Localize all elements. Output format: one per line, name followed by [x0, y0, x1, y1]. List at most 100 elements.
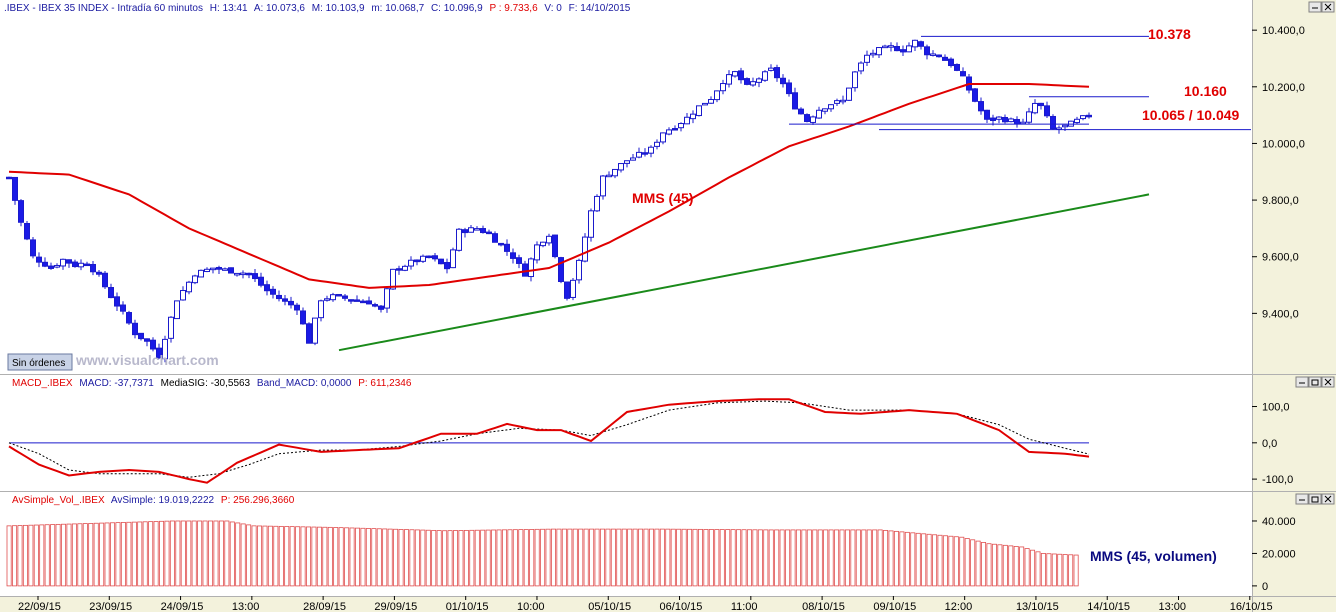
volume-bar	[736, 529, 742, 587]
candle-body	[96, 271, 102, 275]
candle-body	[666, 129, 672, 135]
candle-body	[576, 259, 582, 281]
volume-bar	[746, 529, 752, 587]
volume-bar	[1013, 546, 1019, 587]
volume-bar	[687, 528, 693, 587]
macd-signal-line	[8, 400, 1090, 478]
candle-body	[660, 132, 666, 143]
volume-bar	[1068, 554, 1074, 587]
macd-header-name: MACD_.IBEX	[12, 378, 73, 389]
candle-body	[984, 109, 990, 120]
watermark: www.visualchart.com	[75, 352, 219, 368]
candle-body	[960, 71, 966, 77]
candle-body	[534, 244, 540, 261]
volume-bar	[926, 533, 932, 587]
date-label: 28/09/15	[303, 601, 346, 612]
maximize-button[interactable]	[1308, 493, 1322, 505]
candle-body	[672, 128, 678, 131]
volume-bar	[970, 539, 976, 587]
price-tick-label: 10.400,0	[1262, 25, 1305, 37]
volume-bar	[545, 528, 551, 587]
volume-bar	[752, 529, 758, 587]
volume-bar	[708, 529, 714, 587]
candle-body	[84, 263, 90, 267]
volume-bar	[61, 523, 67, 587]
candle-body	[924, 46, 930, 56]
candle-body	[840, 99, 846, 103]
macd-tick-label: 0,0	[1262, 438, 1277, 450]
volume-bar	[66, 523, 72, 587]
maximize-button[interactable]	[1308, 376, 1322, 388]
candle-body	[510, 252, 516, 259]
date-label: 12:00	[945, 601, 973, 612]
volume-bar	[518, 529, 524, 587]
macd-header: MACD_.IBEX MACD: -37,7371 MediaSIG: -30,…	[12, 378, 412, 389]
candle-body	[942, 56, 948, 61]
volume-bar	[812, 529, 818, 587]
candle-body	[612, 168, 618, 177]
candle-body	[744, 78, 750, 85]
candle-body	[378, 305, 384, 310]
candle-body	[438, 258, 444, 265]
volume-bar	[39, 524, 45, 587]
volume-bar	[681, 528, 687, 587]
candle-body	[552, 234, 558, 258]
candle-body	[912, 39, 918, 48]
candle-body	[876, 47, 882, 56]
volume-bar	[469, 529, 475, 587]
candle-body	[702, 102, 708, 106]
candle-body	[1086, 114, 1092, 118]
candle-body	[870, 52, 876, 56]
volume-bar	[175, 520, 181, 587]
volume-bar	[578, 528, 584, 587]
volume-bar	[507, 529, 513, 587]
volume-bar	[436, 530, 442, 587]
volume-bar	[790, 529, 796, 587]
candle-body	[126, 312, 132, 324]
price-tick-label: 9.600,0	[1262, 252, 1299, 264]
volume-bar	[981, 542, 987, 587]
volume-bar	[355, 527, 361, 587]
volume-bar	[991, 543, 997, 587]
volume-bar	[55, 523, 61, 587]
volume-bar	[1035, 551, 1041, 587]
candle-body	[906, 45, 912, 53]
minimize-button[interactable]	[1295, 376, 1309, 388]
volume-tick-label: 40.000	[1262, 516, 1296, 528]
candle-body	[990, 117, 996, 122]
minimize-button[interactable]	[1295, 493, 1309, 505]
candle-body	[846, 87, 852, 101]
candle-body	[792, 92, 798, 110]
trendline-support	[338, 193, 1150, 352]
candle-body	[102, 272, 108, 288]
candle-body	[42, 261, 48, 267]
volume-bar	[202, 520, 208, 587]
orders-button[interactable]	[7, 353, 73, 371]
mma-45-line	[8, 83, 1090, 289]
volume-bar	[327, 526, 333, 587]
volume-bar	[365, 528, 371, 587]
volume-bar	[915, 532, 921, 587]
volume-bar	[1030, 549, 1036, 587]
volume-bar	[197, 520, 203, 587]
volume-bar	[834, 529, 840, 587]
candle-body	[606, 174, 612, 178]
date-label: 22/09/15	[18, 601, 61, 612]
candle-body	[180, 290, 186, 301]
volume-bar	[71, 523, 77, 587]
candle-body	[234, 272, 240, 276]
candle-body	[756, 78, 762, 83]
candle-body	[90, 263, 96, 273]
candle-body	[948, 58, 954, 67]
volume-bar	[115, 522, 121, 587]
volume-bar	[278, 525, 284, 587]
candle-body	[624, 160, 630, 164]
volume-bar	[866, 529, 872, 587]
minimize-button[interactable]	[1308, 1, 1322, 13]
volume-bar	[44, 524, 50, 587]
volume-bar	[442, 530, 448, 587]
volume-bar	[523, 529, 529, 587]
candle-body	[1026, 111, 1032, 123]
candle-body	[750, 81, 756, 86]
candle-body	[306, 323, 312, 344]
